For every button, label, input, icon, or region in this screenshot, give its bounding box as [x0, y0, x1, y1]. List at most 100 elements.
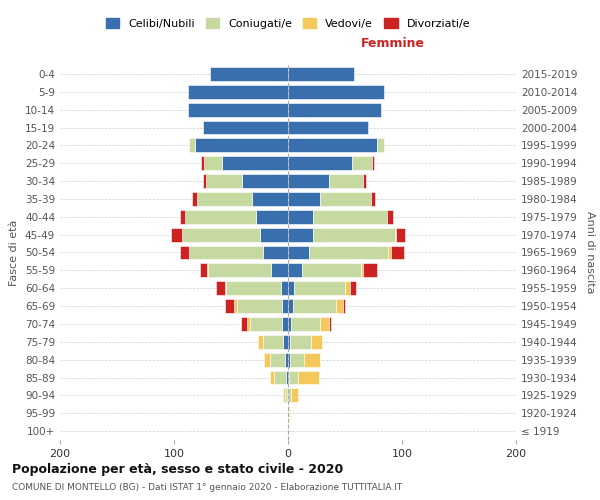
Bar — [288, 102, 382, 117]
Bar — [288, 352, 290, 366]
Bar — [283, 299, 288, 313]
Bar — [247, 317, 250, 331]
Bar — [263, 246, 288, 260]
Bar — [302, 264, 361, 278]
Text: Popolazione per età, sesso e stato civile - 2020: Popolazione per età, sesso e stato civil… — [12, 462, 343, 475]
Bar — [288, 370, 289, 384]
Bar — [203, 120, 288, 134]
Bar — [336, 299, 343, 313]
Y-axis label: Anni di nascita: Anni di nascita — [584, 211, 595, 294]
Bar — [288, 317, 292, 331]
Bar — [289, 370, 298, 384]
Bar — [263, 335, 283, 349]
Bar — [189, 138, 194, 152]
Bar — [388, 246, 391, 260]
Bar — [281, 281, 288, 295]
Bar — [288, 281, 294, 295]
Bar — [222, 156, 288, 170]
Bar — [170, 228, 182, 241]
Bar — [288, 246, 308, 260]
Bar — [313, 228, 395, 241]
Bar — [185, 210, 256, 224]
Bar — [308, 246, 388, 260]
Bar — [288, 85, 384, 99]
Bar — [203, 174, 206, 188]
Bar — [271, 264, 288, 278]
Bar — [288, 138, 377, 152]
Bar — [292, 317, 320, 331]
Bar — [235, 299, 236, 313]
Bar — [284, 352, 288, 366]
Bar — [345, 281, 350, 295]
Bar — [216, 281, 226, 295]
Bar — [189, 246, 263, 260]
Bar — [288, 228, 313, 241]
Bar — [241, 317, 247, 331]
Bar — [391, 246, 404, 260]
Text: COMUNE DI MONTELLO (BG) - Dati ISTAT 1° gennaio 2020 - Elaborazione TUTTITALIA.I: COMUNE DI MONTELLO (BG) - Dati ISTAT 1° … — [12, 482, 402, 492]
Bar — [206, 174, 242, 188]
Bar — [371, 192, 374, 206]
Bar — [387, 210, 393, 224]
Bar — [397, 228, 406, 241]
Bar — [288, 299, 293, 313]
Bar — [363, 174, 365, 188]
Bar — [288, 335, 290, 349]
Bar — [343, 299, 345, 313]
Bar — [211, 67, 288, 81]
Bar — [361, 264, 363, 278]
Bar — [182, 228, 260, 241]
Bar — [188, 85, 288, 99]
Bar — [298, 370, 319, 384]
Bar — [288, 388, 292, 402]
Bar — [350, 281, 356, 295]
Bar — [288, 120, 368, 134]
Bar — [207, 264, 208, 278]
Bar — [363, 264, 377, 278]
Bar — [294, 281, 345, 295]
Bar — [274, 370, 286, 384]
Bar — [260, 228, 288, 241]
Bar — [242, 174, 288, 188]
Bar — [284, 388, 287, 402]
Bar — [288, 264, 302, 278]
Bar — [208, 264, 271, 278]
Bar — [293, 299, 336, 313]
Bar — [270, 370, 274, 384]
Bar — [264, 352, 270, 366]
Bar — [180, 246, 189, 260]
Text: Femmine: Femmine — [361, 37, 425, 50]
Bar — [194, 138, 288, 152]
Bar — [283, 335, 288, 349]
Bar — [270, 352, 284, 366]
Bar — [352, 156, 373, 170]
Bar — [329, 317, 331, 331]
Bar — [286, 370, 288, 384]
Bar — [289, 406, 290, 420]
Legend: Celibi/Nubili, Coniugati/e, Vedovi/e, Divorziati/e: Celibi/Nubili, Coniugati/e, Vedovi/e, Di… — [106, 18, 470, 29]
Bar — [288, 67, 354, 81]
Bar — [313, 210, 387, 224]
Bar — [283, 317, 288, 331]
Bar — [290, 335, 311, 349]
Bar — [192, 192, 197, 206]
Bar — [203, 156, 222, 170]
Bar — [226, 299, 235, 313]
Bar — [288, 406, 289, 420]
Bar — [395, 228, 397, 241]
Bar — [188, 102, 288, 117]
Bar — [200, 264, 207, 278]
Bar — [202, 156, 203, 170]
Bar — [288, 210, 313, 224]
Bar — [197, 192, 251, 206]
Bar — [283, 388, 284, 402]
Bar — [288, 192, 320, 206]
Bar — [320, 317, 329, 331]
Bar — [236, 299, 283, 313]
Bar — [180, 210, 185, 224]
Bar — [288, 156, 352, 170]
Bar — [287, 388, 288, 402]
Bar — [288, 174, 329, 188]
Bar — [292, 388, 298, 402]
Bar — [250, 317, 283, 331]
